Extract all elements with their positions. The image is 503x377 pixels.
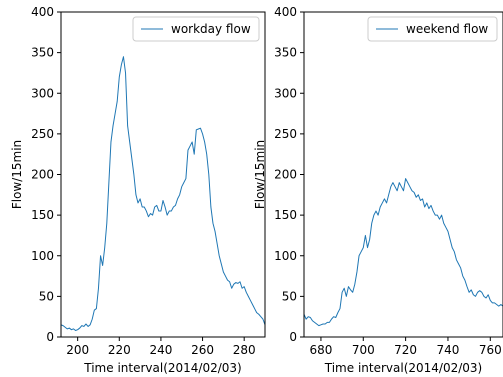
x-tick-label: 740 xyxy=(437,343,460,357)
legend: weekend flow xyxy=(367,16,498,42)
x-tick-label: 280 xyxy=(233,343,256,357)
y-tick-label: 100 xyxy=(274,249,297,263)
plot-frame xyxy=(60,11,266,338)
y-tick-label: 100 xyxy=(31,249,54,263)
y-tick-label: 350 xyxy=(274,46,297,60)
y-axis-label: Flow/15min xyxy=(253,140,267,209)
y-tick-label: 50 xyxy=(282,289,297,303)
x-axis-label: Time interval(2014/02/03) xyxy=(324,361,482,375)
x-tick-label: 720 xyxy=(394,343,417,357)
legend: workday flow xyxy=(132,16,260,42)
y-tick-label: 150 xyxy=(31,208,54,222)
x-tick-label: 220 xyxy=(108,343,131,357)
y-tick-label: 300 xyxy=(31,86,54,100)
legend-label: workday flow xyxy=(171,22,251,36)
x-tick-label: 200 xyxy=(66,343,89,357)
series-line xyxy=(304,178,503,327)
y-tick-label: 250 xyxy=(31,127,54,141)
y-tick-label: 250 xyxy=(274,127,297,141)
y-tick-label: 400 xyxy=(274,5,297,19)
y-tick-label: 50 xyxy=(39,289,54,303)
x-tick-label: 760 xyxy=(479,343,502,357)
y-tick-label: 150 xyxy=(274,208,297,222)
y-tick-label: 200 xyxy=(274,168,297,182)
series-line xyxy=(61,56,265,331)
x-tick-label: 240 xyxy=(149,343,172,357)
y-tick-label: 400 xyxy=(31,5,54,19)
legend-box xyxy=(132,16,260,42)
y-tick-label: 350 xyxy=(31,46,54,60)
workday-chart: 200 220 240 260 280 0 50 100 150 200 250 300 350 400 T… xyxy=(10,5,266,375)
legend-box xyxy=(367,16,498,42)
x-tick-label: 680 xyxy=(309,343,332,357)
plot-frame xyxy=(303,11,503,338)
weekend-chart: 680 700 720 740 760 0 50 100 150 200 250 300 350 400 T… xyxy=(253,5,503,375)
x-axis-label: Time interval(2014/02/03) xyxy=(83,361,241,375)
x-tick-label: 260 xyxy=(191,343,214,357)
x-tick-label: 700 xyxy=(352,343,375,357)
y-tick-label: 0 xyxy=(46,330,54,344)
y-tick-label: 0 xyxy=(289,330,297,344)
y-tick-label: 300 xyxy=(274,86,297,100)
legend-label: weekend flow xyxy=(406,22,488,36)
y-tick-label: 200 xyxy=(31,168,54,182)
y-axis-label: Flow/15min xyxy=(10,140,24,209)
